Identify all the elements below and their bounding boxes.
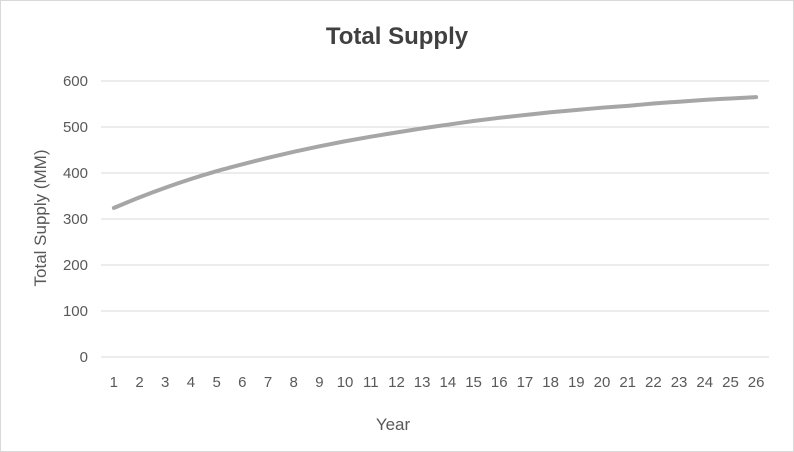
x-tick-label: 16 [491,374,508,391]
x-tick-label: 18 [542,374,559,391]
x-tick-label: 14 [440,374,457,391]
x-tick-label: 1 [110,374,118,391]
x-tick-label: 5 [212,374,220,391]
x-tick-label: 13 [414,374,431,391]
x-tick-label: 6 [238,374,246,391]
x-tick-label: 19 [568,374,585,391]
x-tick-label: 21 [619,374,636,391]
series-line-0 [111,95,759,210]
x-tick-label: 9 [315,374,323,391]
x-axis-label: Year [376,415,411,434]
x-tick-label: 8 [290,374,298,391]
y-tick-label: 300 [63,211,88,228]
y-tick-label: 600 [63,73,88,90]
x-axis-ticks: 1 2 3 4 5 6 7 8 9 10 11 12 13 14 15 16 17 18 19 20 21 22 23 24 2… [110,374,765,391]
x-tick-label: 25 [722,374,739,391]
y-tick-label: 500 [63,119,88,136]
x-tick-label: 17 [517,374,534,391]
y-tick-label: 100 [63,303,88,320]
y-axis-ticks: 0 100 200 300 400 500 600 [63,73,88,366]
chart-title: Total Supply [326,23,469,50]
x-tick-label: 20 [594,374,611,391]
gridlines [101,80,769,358]
y-axis-label: Total Supply (MM) [31,150,50,287]
x-tick-label: 23 [671,374,688,391]
x-tick-label: 2 [135,374,143,391]
x-tick-label: 24 [696,374,713,391]
x-tick-label: 15 [465,374,482,391]
x-tick-label: 10 [337,374,354,391]
x-tick-label: 3 [161,374,169,391]
series-layer [111,95,759,210]
x-tick-label: 26 [748,374,765,391]
x-tick-label: 12 [388,374,405,391]
x-tick-label: 4 [187,374,195,391]
y-tick-label: 400 [63,165,88,182]
x-tick-label: 11 [363,374,379,391]
x-tick-label: 22 [645,374,662,391]
x-tick-label: 7 [264,374,272,391]
y-tick-label: 0 [80,349,88,366]
y-tick-label: 200 [63,257,88,274]
